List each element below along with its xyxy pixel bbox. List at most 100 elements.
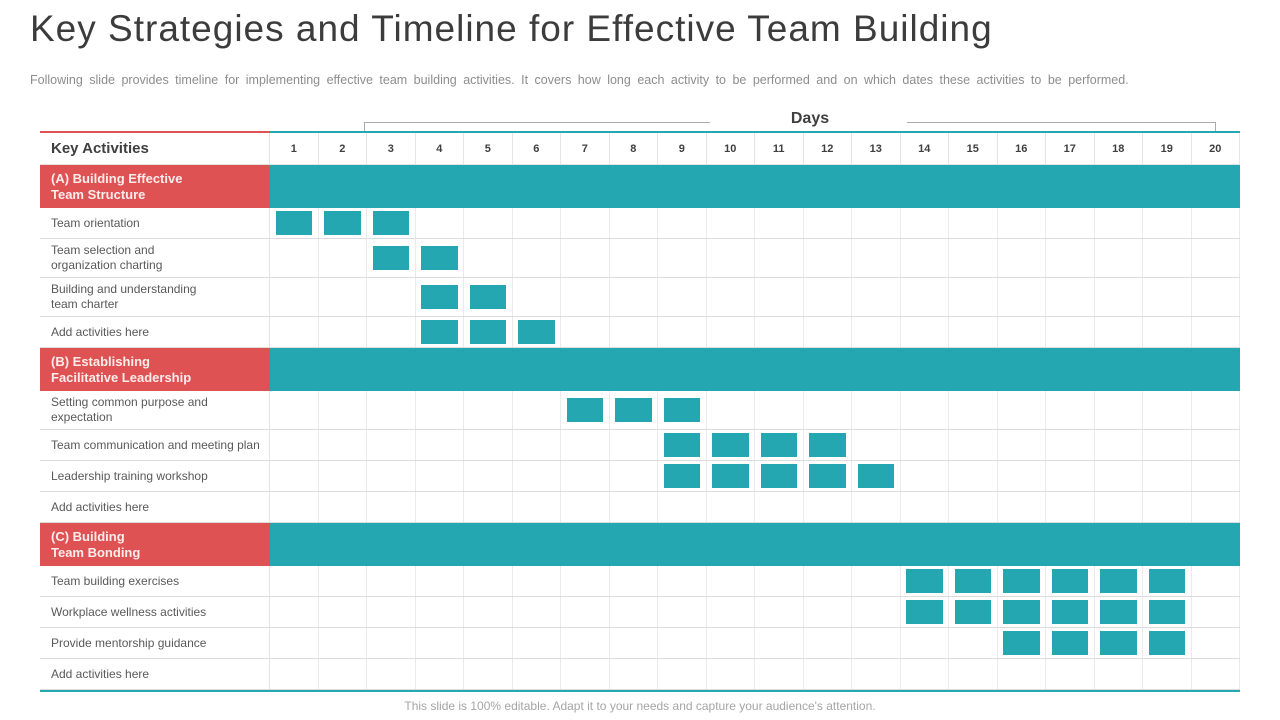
gantt-bar-day-11 xyxy=(760,464,797,488)
day-cell-16 xyxy=(998,208,1046,238)
gantt-bar-day-17 xyxy=(1051,631,1088,655)
day-cell-12 xyxy=(804,492,852,522)
day-cell-4 xyxy=(416,278,464,316)
gantt-bar-day-19 xyxy=(1148,631,1185,655)
day-cell-16 xyxy=(998,317,1046,347)
header-accent-line-teal xyxy=(270,131,1240,133)
day-cell-17 xyxy=(1046,628,1095,658)
day-cell-1 xyxy=(270,317,319,347)
day-cell-5 xyxy=(464,278,513,316)
day-cell-18 xyxy=(1095,628,1143,658)
gantt-activity-row: Add activities here xyxy=(40,492,1240,523)
activity-label: Team building exercises xyxy=(40,566,270,596)
day-header-6: 6 xyxy=(512,133,561,165)
day-cell-2 xyxy=(319,430,367,460)
day-cell-12 xyxy=(804,566,852,596)
gantt-activity-row: Team building exercises xyxy=(40,566,1240,597)
day-cell-14 xyxy=(901,430,949,460)
day-cell-11 xyxy=(755,659,804,689)
day-cell-2 xyxy=(319,391,367,429)
day-cell-15 xyxy=(949,239,998,277)
day-cell-6 xyxy=(513,239,561,277)
day-cell-20 xyxy=(1192,278,1240,316)
gantt-bar-day-18 xyxy=(1100,600,1137,624)
day-cell-1 xyxy=(270,430,319,460)
day-cell-17 xyxy=(1046,566,1095,596)
day-cell-7 xyxy=(561,430,610,460)
gantt-activity-row: Workplace wellness activities xyxy=(40,597,1240,628)
day-cell-14 xyxy=(901,492,949,522)
day-cell-18 xyxy=(1095,430,1143,460)
day-cell-18 xyxy=(1095,208,1143,238)
day-cell-5 xyxy=(464,492,513,522)
section-label: (C) Building Team Bonding xyxy=(40,523,270,566)
day-cell-4 xyxy=(416,597,464,627)
day-cell-16 xyxy=(998,391,1046,429)
day-cell-2 xyxy=(319,317,367,347)
day-header-13: 13 xyxy=(852,133,901,165)
day-cell-11 xyxy=(755,597,804,627)
day-cell-14 xyxy=(901,597,949,627)
gantt-bar-day-11 xyxy=(760,433,797,457)
day-cell-1 xyxy=(270,461,319,491)
day-cell-15 xyxy=(949,461,998,491)
day-header-16: 16 xyxy=(997,133,1046,165)
day-cell-5 xyxy=(464,317,513,347)
day-cell-4 xyxy=(416,628,464,658)
gantt-section-row: (C) Building Team Bonding xyxy=(40,523,1240,566)
day-cell-20 xyxy=(1192,597,1240,627)
day-cell-9 xyxy=(658,391,707,429)
day-cell-9 xyxy=(658,659,707,689)
day-cell-5 xyxy=(464,566,513,596)
day-header-12: 12 xyxy=(803,133,852,165)
day-cell-1 xyxy=(270,659,319,689)
gantt-activity-row: Team orientation xyxy=(40,208,1240,239)
day-cell-13 xyxy=(852,566,901,596)
day-cell-18 xyxy=(1095,239,1143,277)
gantt-bar-day-14 xyxy=(906,569,943,593)
day-cell-11 xyxy=(755,461,804,491)
day-cell-19 xyxy=(1143,317,1192,347)
day-cell-12 xyxy=(804,391,852,429)
day-cell-19 xyxy=(1143,391,1192,429)
day-cell-20 xyxy=(1192,391,1240,429)
day-cell-1 xyxy=(270,391,319,429)
gantt-bar-day-18 xyxy=(1100,569,1137,593)
day-cell-5 xyxy=(464,628,513,658)
day-cell-1 xyxy=(270,278,319,316)
days-bracket-left-line xyxy=(364,122,710,123)
section-timeline-band xyxy=(270,165,1240,208)
day-cell-5 xyxy=(464,461,513,491)
day-cell-7 xyxy=(561,278,610,316)
day-cell-2 xyxy=(319,208,367,238)
activity-label: Provide mentorship guidance xyxy=(40,628,270,658)
activity-label: Team communication and meeting plan xyxy=(40,430,270,460)
day-cell-4 xyxy=(416,461,464,491)
day-cell-12 xyxy=(804,659,852,689)
day-cell-19 xyxy=(1143,492,1192,522)
day-cell-13 xyxy=(852,430,901,460)
section-timeline-band xyxy=(270,348,1240,391)
day-header-3: 3 xyxy=(367,133,416,165)
gantt-bar-day-9 xyxy=(663,464,700,488)
day-header-2: 2 xyxy=(318,133,367,165)
gantt-section-row: (A) Building Effective Team Structure xyxy=(40,165,1240,208)
day-cell-14 xyxy=(901,628,949,658)
day-cell-17 xyxy=(1046,597,1095,627)
day-cell-14 xyxy=(901,239,949,277)
day-cell-6 xyxy=(513,628,561,658)
day-cell-7 xyxy=(561,492,610,522)
day-cell-13 xyxy=(852,208,901,238)
day-cell-14 xyxy=(901,278,949,316)
gantt-bar-day-19 xyxy=(1148,600,1185,624)
day-cell-12 xyxy=(804,278,852,316)
day-cell-6 xyxy=(513,597,561,627)
day-header-5: 5 xyxy=(464,133,513,165)
day-cell-7 xyxy=(561,659,610,689)
day-cell-8 xyxy=(610,566,658,596)
day-cell-17 xyxy=(1046,492,1095,522)
day-cell-13 xyxy=(852,317,901,347)
day-cell-4 xyxy=(416,566,464,596)
day-cell-18 xyxy=(1095,597,1143,627)
gantt-header-row: Key Activities 1 2 3 4 5 6 7 8 9 10 11 12 13 14 15 16 17 1… xyxy=(40,133,1240,165)
